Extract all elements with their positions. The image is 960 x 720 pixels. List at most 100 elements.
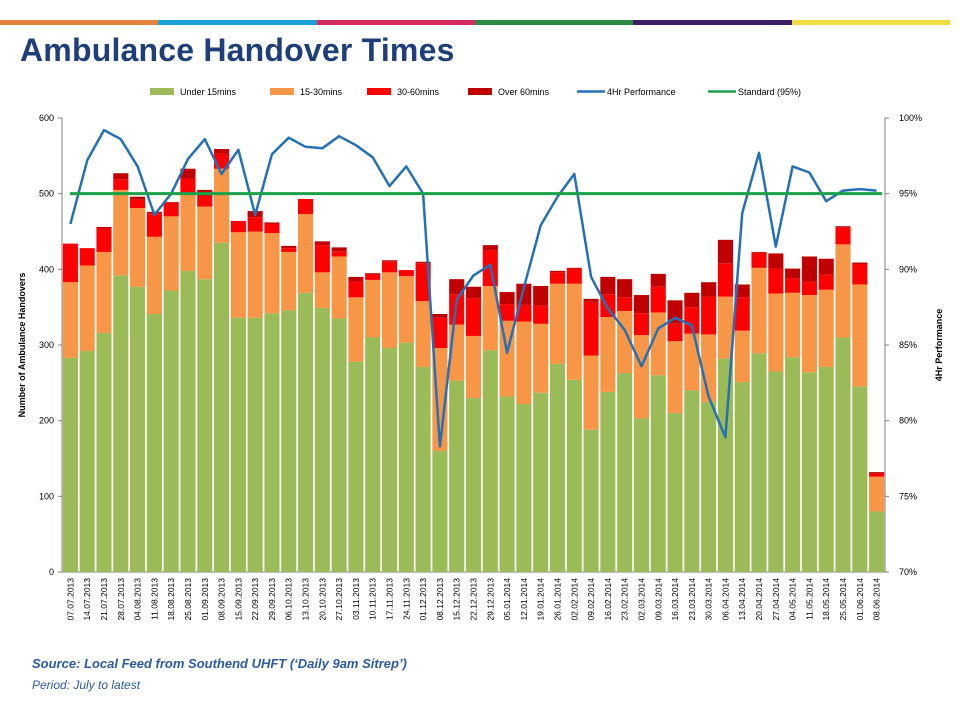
bar-segment — [835, 337, 851, 572]
left-tick-label: 300 — [39, 340, 54, 350]
bar-segment — [113, 173, 129, 180]
bar-segment — [869, 476, 885, 512]
legend-label: Standard (95%) — [738, 87, 801, 97]
bar-segment — [432, 450, 448, 572]
bar-segment — [869, 472, 885, 474]
bar-segment — [852, 386, 868, 572]
x-tick-label: 20.04.2014 — [754, 578, 764, 621]
bar-segment — [717, 239, 733, 264]
bar-segment — [600, 276, 616, 295]
bar-segment — [331, 247, 347, 252]
x-tick-label: 06.10.2013 — [284, 578, 294, 621]
x-tick-label: 26.01.2014 — [552, 578, 562, 621]
bar-segment — [264, 313, 280, 572]
bar-segment — [415, 261, 431, 264]
bar-segment — [751, 251, 767, 253]
x-tick-label: 14.07.2013 — [82, 578, 92, 621]
bar-segment — [818, 366, 834, 572]
bar-segment — [818, 258, 834, 275]
x-tick-label: 09.03.2014 — [653, 578, 663, 621]
x-tick-label: 23.03.2014 — [687, 578, 697, 621]
legend-swatch — [367, 88, 391, 95]
bar-segment — [163, 202, 179, 217]
bar-segment — [734, 330, 750, 383]
bar-segment — [230, 220, 246, 233]
x-tick-label: 16.02.2014 — [603, 578, 613, 621]
bar-segment — [650, 375, 666, 572]
right-tick-label: 90% — [899, 264, 917, 274]
bar-segment — [79, 248, 95, 266]
bar-segment — [449, 279, 465, 295]
bar-segment — [281, 245, 297, 249]
left-tick-label: 0 — [49, 567, 54, 577]
bar-segment — [633, 335, 650, 419]
bar-segment — [331, 251, 347, 257]
x-tick-label: 16.03.2014 — [670, 578, 680, 621]
x-tick-label: 01.09.2013 — [200, 578, 210, 621]
bar-segment — [633, 295, 650, 314]
bar-segment — [499, 396, 515, 572]
right-tick-label: 75% — [899, 491, 917, 501]
x-tick-label: 25.05.2014 — [838, 578, 848, 621]
bar-segment — [264, 222, 280, 224]
bar-segment — [852, 284, 868, 387]
x-tick-label: 15.09.2013 — [233, 578, 243, 621]
bar-segment — [533, 285, 549, 306]
bar-segment — [281, 248, 297, 252]
bar-segment — [869, 473, 885, 477]
bar-segment — [482, 350, 498, 572]
bar-segment — [297, 214, 314, 293]
bar-segment — [835, 244, 851, 338]
x-tick-label: 27.04.2014 — [771, 578, 781, 621]
x-tick-label: 20.10.2013 — [317, 578, 327, 621]
bar-segment — [852, 262, 868, 265]
x-tick-label: 21.07.2013 — [99, 578, 109, 621]
bar-segment — [465, 298, 482, 336]
bar-segment — [533, 392, 549, 572]
bar-segment — [432, 317, 448, 349]
bar-segment — [247, 217, 263, 232]
bar-segment — [96, 332, 112, 572]
bar-segment — [62, 282, 78, 358]
bar-segment — [314, 272, 330, 308]
bar-segment — [549, 363, 566, 572]
x-tick-label: 09.02.2014 — [586, 578, 596, 621]
bar-segment — [566, 283, 582, 380]
bar-segment — [365, 273, 381, 280]
bar-segment — [381, 348, 398, 572]
legend-label: 4Hr Performance — [607, 87, 676, 97]
bar-segment — [684, 390, 700, 572]
legend-label: Under 15mins — [180, 87, 237, 97]
bar-segment — [835, 227, 851, 245]
bar-segment — [415, 263, 431, 302]
bar-segment — [751, 252, 767, 268]
x-tick-label: 06.04.2014 — [720, 578, 730, 621]
x-tick-label: 15.12.2013 — [452, 578, 462, 621]
x-tick-label: 04.05.2014 — [788, 578, 798, 621]
x-tick-label: 22.12.2013 — [469, 578, 479, 621]
bar-segment — [96, 228, 112, 252]
x-tick-label: 19.01.2014 — [536, 578, 546, 621]
bar-segment — [381, 260, 398, 262]
bar-segment — [264, 233, 280, 314]
bar-segment — [465, 335, 482, 398]
bar-segment — [633, 313, 650, 336]
bar-segment — [381, 261, 398, 273]
bar-segment — [146, 213, 162, 237]
right-tick-label: 70% — [899, 567, 917, 577]
bar-segment — [432, 313, 448, 318]
bar-segment — [365, 337, 381, 572]
bar-segment — [516, 321, 532, 405]
x-tick-label: 24.11.2013 — [401, 578, 411, 620]
bar-segment — [230, 317, 246, 572]
right-tick-label: 80% — [899, 416, 917, 426]
x-tick-label: 18.08.2013 — [166, 578, 176, 621]
chart: 0 100 200 300 400 500 600 70% 75% 80% 85% 90% 95% 100… — [0, 78, 960, 650]
x-tick-label: 23.02.2014 — [620, 578, 630, 621]
bar-segment — [398, 276, 414, 343]
x-tick-label: 08.09.2013 — [217, 578, 227, 621]
bar-segment — [549, 283, 566, 364]
bar-segment — [247, 231, 263, 318]
bar-segment — [348, 281, 364, 298]
left-tick-label: 600 — [39, 113, 54, 123]
